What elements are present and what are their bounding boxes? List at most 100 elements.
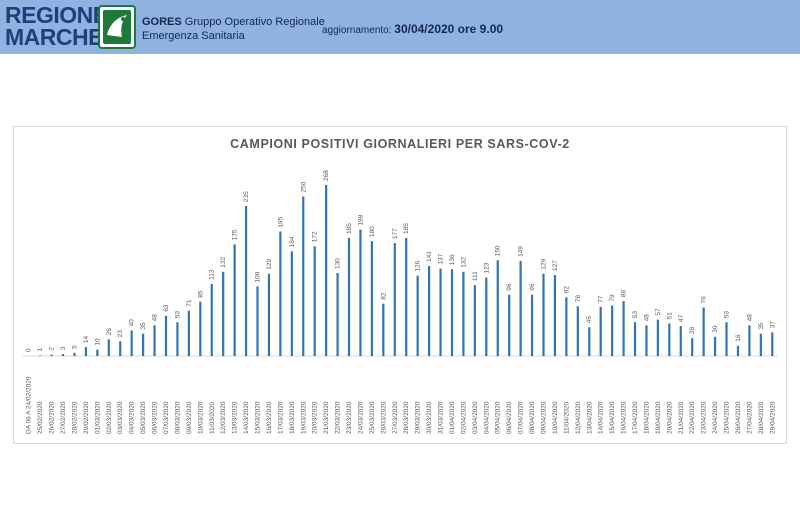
bar bbox=[370, 241, 373, 356]
bar bbox=[164, 315, 168, 356]
data-label: 129 bbox=[266, 258, 273, 269]
x-tick-label: 18/03/2020 bbox=[289, 401, 296, 434]
data-label: 86 bbox=[621, 290, 628, 298]
x-tick-label: 29/03/2020 bbox=[415, 401, 422, 434]
x-tick-label: 15/04/2020 bbox=[609, 401, 616, 434]
bar bbox=[633, 322, 637, 356]
data-label: 53 bbox=[632, 311, 639, 319]
regione-marche-logo: REGIONE MARCHE bbox=[5, 4, 108, 49]
data-label: 136 bbox=[449, 254, 456, 265]
x-tick-label: 09/03/2020 bbox=[186, 401, 193, 434]
bar bbox=[119, 341, 122, 356]
x-tick-label: 17/03/2020 bbox=[277, 401, 284, 434]
data-label: 57 bbox=[655, 308, 662, 316]
x-tick-label: 22/04/2020 bbox=[689, 401, 696, 434]
bar bbox=[256, 286, 259, 356]
bar bbox=[588, 327, 591, 356]
x-tick-label: 03/03/2020 bbox=[117, 401, 124, 434]
x-tick-label: 24/04/2020 bbox=[712, 401, 719, 434]
data-label: 0 bbox=[26, 348, 33, 352]
bar bbox=[656, 319, 659, 356]
x-tick-label: 14/04/2020 bbox=[598, 401, 605, 434]
x-tick-label: 13/03/2020 bbox=[232, 401, 239, 434]
x-tick-label: 16/03/2020 bbox=[266, 401, 273, 434]
bar bbox=[107, 339, 110, 356]
x-tick-label: 26/03/2020 bbox=[380, 401, 387, 434]
data-label: 76 bbox=[701, 296, 708, 304]
x-tick-label: 06/03/2020 bbox=[152, 401, 159, 434]
bar bbox=[382, 303, 385, 356]
data-label: 79 bbox=[609, 294, 616, 302]
bar bbox=[176, 322, 179, 356]
x-tick-label: 28/03/2020 bbox=[403, 401, 410, 434]
data-label: 180 bbox=[369, 226, 376, 237]
x-tick-label: 25/04/2020 bbox=[724, 401, 731, 434]
x-tick-label: 21/03/2020 bbox=[323, 401, 330, 434]
x-tick-label: 20/04/2020 bbox=[666, 401, 673, 434]
data-label: 250 bbox=[300, 181, 307, 192]
bar bbox=[244, 206, 248, 356]
update-info: aggiornamento: 30/04/2020 ore 9.00 bbox=[322, 22, 503, 36]
bar bbox=[405, 237, 408, 356]
bar bbox=[748, 325, 751, 356]
data-label: 141 bbox=[426, 251, 433, 262]
data-label: 10 bbox=[94, 338, 101, 346]
bar bbox=[450, 269, 454, 356]
bar bbox=[485, 277, 488, 356]
bar bbox=[359, 229, 362, 356]
bar bbox=[199, 301, 202, 356]
bar bbox=[553, 274, 557, 356]
org-desc-line-1: Gruppo Operativo Regionale bbox=[184, 16, 325, 28]
x-tick-label: 19/03/2020 bbox=[300, 401, 307, 434]
update-value: 30/04/2020 ore 9.00 bbox=[394, 22, 504, 36]
x-tick-label: 10/04/2020 bbox=[552, 401, 559, 434]
bar bbox=[668, 323, 671, 356]
bar bbox=[736, 345, 740, 356]
x-tick-label: 24/03/2020 bbox=[357, 401, 364, 434]
data-label: 149 bbox=[518, 246, 525, 257]
bar bbox=[599, 306, 602, 356]
x-tick-label: 02/04/2020 bbox=[460, 401, 467, 434]
bar bbox=[302, 196, 305, 356]
data-label: 71 bbox=[186, 299, 193, 307]
x-tick-label: 05/04/2020 bbox=[495, 401, 502, 434]
data-label: 85 bbox=[197, 290, 204, 298]
bar bbox=[325, 185, 328, 356]
data-label: 268 bbox=[323, 170, 330, 181]
bar bbox=[611, 305, 614, 356]
data-label: 5 bbox=[71, 345, 78, 349]
bar bbox=[61, 354, 65, 356]
data-label: 78 bbox=[575, 295, 582, 303]
x-tick-label: 26/02/2020 bbox=[49, 401, 56, 434]
x-tick-label: 28/02/2020 bbox=[71, 401, 78, 434]
bar bbox=[771, 332, 774, 356]
bar bbox=[347, 237, 351, 356]
x-tick-label: 16/04/2020 bbox=[621, 401, 628, 434]
data-label: 53 bbox=[724, 311, 731, 319]
bar bbox=[508, 294, 511, 356]
x-tick-label: 15/03/2020 bbox=[255, 401, 262, 434]
data-label: 132 bbox=[220, 257, 227, 268]
x-tick-label: 03/04/2020 bbox=[472, 401, 479, 434]
bar bbox=[267, 273, 271, 356]
x-tick-label: 25/02/2020 bbox=[37, 401, 44, 434]
x-tick-label: 30/03/2020 bbox=[426, 401, 433, 434]
x-tick-label: 09/04/2020 bbox=[540, 401, 547, 434]
bar bbox=[222, 271, 225, 356]
bar bbox=[142, 333, 145, 356]
x-tick-label: 04/03/2020 bbox=[129, 401, 136, 434]
x-tick-label: 02/03/2020 bbox=[106, 401, 113, 434]
bar bbox=[622, 301, 625, 356]
data-label: 48 bbox=[643, 314, 650, 322]
x-tick-label: 29/02/2020 bbox=[83, 401, 90, 434]
data-label: 47 bbox=[678, 314, 685, 322]
x-tick-label: 01/03/2020 bbox=[94, 401, 101, 434]
x-tick-label: 11/03/2020 bbox=[209, 402, 216, 434]
bar bbox=[565, 297, 568, 356]
data-label: 129 bbox=[540, 258, 547, 269]
bar bbox=[290, 251, 293, 356]
header-bar: REGIONE MARCHE GORES Gruppo Operativo Re… bbox=[0, 0, 800, 54]
bar bbox=[439, 268, 442, 356]
x-tick-label: 28/04/2020 bbox=[758, 401, 765, 434]
data-label: 175 bbox=[232, 229, 239, 240]
